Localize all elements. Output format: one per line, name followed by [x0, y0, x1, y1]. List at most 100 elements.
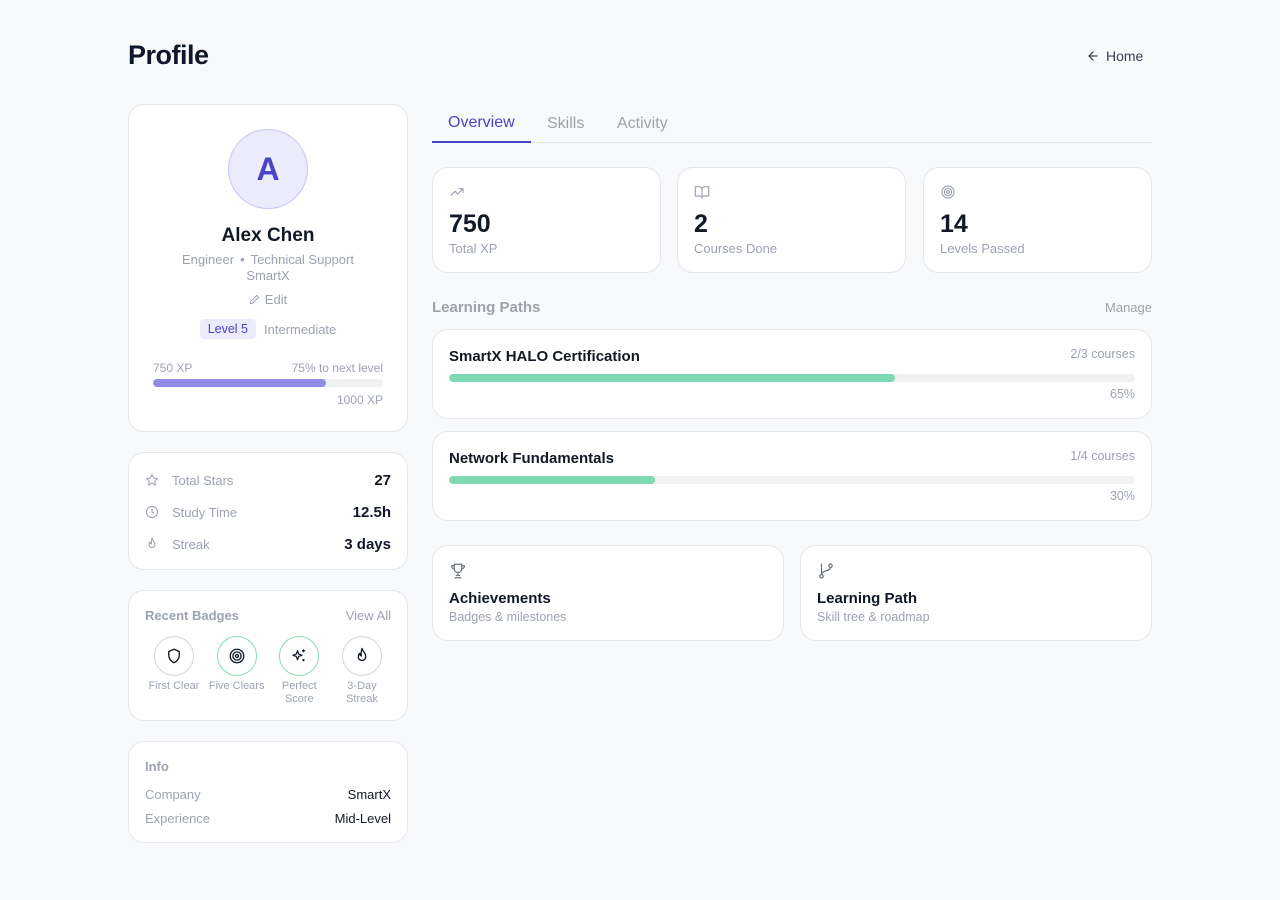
department-label: Technical Support [250, 252, 354, 267]
tab-overview[interactable]: Overview [432, 104, 531, 143]
path-progress-fill [449, 374, 895, 382]
info-row-company: Company SmartX [145, 787, 391, 802]
edit-label: Edit [264, 292, 288, 307]
learning-path-nav-card[interactable]: Learning Path Skill tree & roadmap [800, 545, 1152, 641]
metric-value: 750 [449, 210, 491, 238]
learning-path-card[interactable]: SmartX HALO Certification 2/3 courses 65… [432, 329, 1152, 419]
info-title: Info [145, 759, 169, 774]
avatar: A [228, 129, 308, 209]
path-course-count: 1/4 courses [1070, 449, 1135, 463]
shield-icon [165, 647, 183, 665]
badge-label: 3-Day Streak [346, 680, 378, 705]
sparkles-icon [290, 647, 308, 665]
xp-max: 1000 XP [336, 393, 383, 407]
role-label: Engineer [182, 252, 235, 267]
target-icon [228, 647, 246, 665]
star-icon [145, 473, 159, 487]
metric-card-levels-passed: 14 Levels Passed [923, 167, 1152, 273]
nav-card-title: Learning Path [817, 590, 918, 607]
badge-circle [279, 636, 320, 676]
path-name: SmartX HALO Certification [449, 348, 640, 365]
home-link-label: Home [1106, 48, 1144, 64]
profile-card: A Alex Chen Engineer • Technical Support… [128, 104, 408, 432]
badge-label: First Clear [148, 680, 200, 692]
path-progress-fill [449, 476, 655, 484]
metric-value: 2 [694, 210, 708, 238]
badges-title: Recent Badges [145, 608, 239, 623]
level-name: Intermediate [264, 321, 337, 337]
path-course-count: 2/3 courses [1070, 347, 1135, 361]
path-percent: 30% [1109, 489, 1135, 503]
trophy-icon [449, 562, 467, 580]
xp-next-level: 75% to next level [291, 361, 383, 375]
user-role: Engineer • Technical Support [129, 252, 407, 267]
path-percent: 65% [1109, 387, 1135, 401]
stat-row-total-stars: Total Stars 27 [145, 470, 391, 490]
badge-perfect-score[interactable]: Perfect Score [270, 636, 328, 706]
metric-label: Total XP [449, 241, 498, 256]
badges-header: Recent Badges View All [145, 608, 391, 623]
pencil-icon [249, 294, 260, 305]
user-company: SmartX [246, 268, 290, 283]
badge-five-clears[interactable]: Five Clears [208, 636, 266, 706]
stats-card: Total Stars 27 Study Time 12.5h Streak 3… [128, 452, 408, 570]
learning-paths-title: Learning Paths [432, 299, 541, 316]
learning-path-card[interactable]: Network Fundamentals 1/4 courses 30% [432, 431, 1152, 521]
badge-3-day-streak[interactable]: 3-Day Streak [333, 636, 391, 706]
xp-row: 750 XP 75% to next level [153, 361, 383, 375]
book-open-icon [694, 184, 710, 200]
nav-card-subtitle: Badges & milestones [449, 610, 567, 624]
metric-label: Levels Passed [940, 241, 1025, 256]
view-all-badges-link[interactable]: View All [345, 608, 391, 623]
clock-icon [145, 505, 159, 519]
metric-value: 14 [940, 210, 968, 238]
user-name: Alex Chen [221, 225, 315, 246]
achievements-card[interactable]: Achievements Badges & milestones [432, 545, 784, 641]
xp-current: 750 XP [153, 361, 193, 375]
git-branch-icon [817, 562, 835, 580]
path-progress-bar [449, 476, 1135, 484]
info-value: Mid-Level [334, 811, 391, 826]
flame-icon [353, 647, 371, 665]
page-title: Profile [128, 40, 209, 70]
badge-circle [154, 636, 194, 676]
info-row-experience: Experience Mid-Level [145, 811, 391, 826]
path-name: Network Fundamentals [449, 450, 615, 467]
badge-circle [341, 636, 382, 676]
info-value: SmartX [347, 787, 391, 802]
info-key: Experience [145, 811, 211, 826]
stat-row-study-time: Study Time 12.5h [145, 502, 391, 522]
home-link[interactable]: Home [1086, 46, 1143, 66]
separator-dot: • [240, 252, 245, 267]
metric-card-courses-done: 2 Courses Done [677, 167, 906, 273]
nav-card-subtitle: Skill tree & roadmap [817, 610, 930, 624]
info-card: Info Company SmartX Experience Mid-Level [128, 741, 408, 843]
trending-up-icon [449, 184, 465, 200]
info-key: Company [145, 787, 201, 802]
stat-row-streak: Streak 3 days [145, 534, 391, 554]
flame-icon [145, 537, 159, 551]
stat-value: 12.5h [352, 503, 391, 521]
target-icon [940, 184, 956, 200]
xp-progress-bar [153, 379, 383, 387]
badge-label: Perfect Score [281, 680, 317, 705]
level-row: Level 5 Intermediate [129, 319, 407, 339]
stat-value: 3 days [344, 535, 391, 553]
badge-first-clear[interactable]: First Clear [145, 636, 203, 706]
learning-paths-header: Learning Paths Manage [432, 299, 1152, 316]
badge-list: First Clear Five Clears Perfect Score [145, 636, 391, 706]
tab-activity[interactable]: Activity [617, 114, 668, 132]
tab-skills[interactable]: Skills [547, 114, 585, 132]
edit-profile-button[interactable]: Edit [129, 292, 407, 307]
profile-tabs: Overview Skills Activity [432, 104, 1152, 143]
recent-badges-card: Recent Badges View All First Clear Five … [128, 590, 408, 721]
stat-label: Streak [172, 536, 210, 552]
arrow-left-icon [1086, 49, 1100, 63]
metric-card-total-xp: 750 Total XP [432, 167, 661, 273]
level-badge: Level 5 [199, 319, 257, 339]
stat-value: 27 [374, 471, 391, 489]
metric-label: Courses Done [694, 241, 778, 256]
manage-paths-link[interactable]: Manage [1105, 300, 1152, 315]
stat-label: Study Time [172, 504, 238, 520]
xp-progress-fill [153, 379, 326, 387]
